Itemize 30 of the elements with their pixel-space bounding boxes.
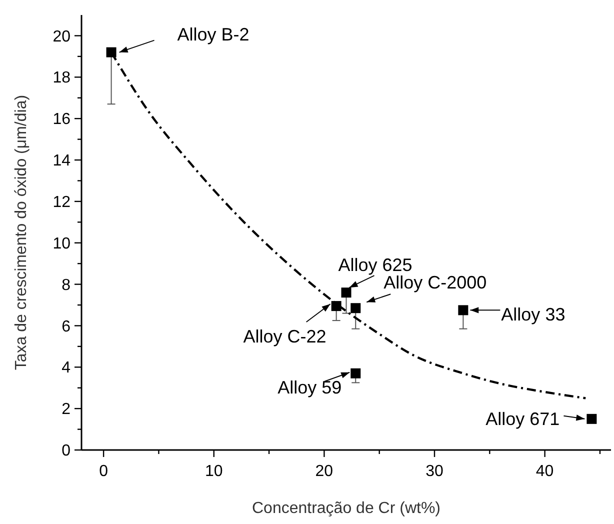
y-tick-label: 2 <box>62 401 71 418</box>
x-tick-label: 0 <box>99 463 108 480</box>
y-tick-label: 18 <box>52 70 71 87</box>
y-tick-label: 4 <box>62 360 71 377</box>
y-tick-label: 6 <box>62 318 71 336</box>
point <box>341 288 352 298</box>
point <box>350 303 361 314</box>
annotation: Alloy 59 <box>278 378 342 398</box>
point <box>586 414 597 424</box>
annotation: Alloy 33 <box>501 304 566 324</box>
y-tick-label: 0 <box>62 442 71 460</box>
x-tick-label: 40 <box>536 463 554 480</box>
y-tick-label: 12 <box>52 194 71 212</box>
point <box>458 305 468 316</box>
annotation: Alloy C-22 <box>243 326 326 346</box>
y-tick-label: 8 <box>62 276 71 294</box>
x-tick-label: 10 <box>204 463 223 480</box>
annotation: Alloy B-2 <box>177 24 250 45</box>
annotation: Alloy 625 <box>338 254 412 275</box>
y-tick-label: 16 <box>52 111 71 128</box>
annotation: Alloy C-2000 <box>384 272 487 292</box>
x-tick-label: 30 <box>426 463 444 480</box>
y-tick-label: 20 <box>52 28 71 46</box>
y-tick-label: 10 <box>52 235 71 252</box>
annotation: Alloy 671 <box>486 409 560 430</box>
point <box>350 368 361 378</box>
y-axis-title: Taxa de crescimento do óxido (μm/dia) <box>13 94 30 370</box>
x-axis-title: Concentração de Cr (wt%) <box>252 500 441 517</box>
y-tick-label: 14 <box>52 152 71 170</box>
x-tick-label: 20 <box>315 463 334 480</box>
